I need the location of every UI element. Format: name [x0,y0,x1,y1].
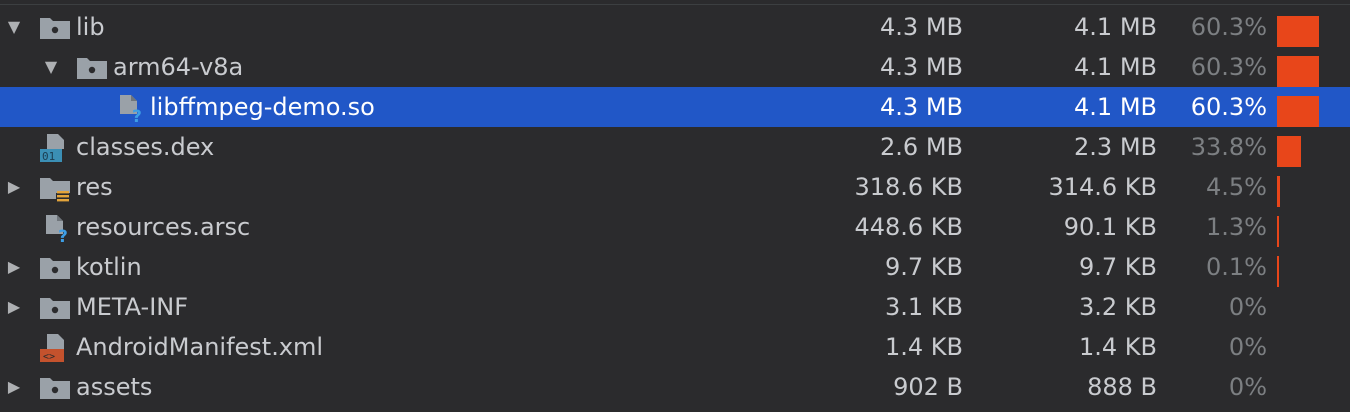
expand-arrow-icon[interactable]: ▼ [7,17,21,36]
unknown-file-icon: ? [38,214,72,242]
svg-text:?: ? [58,227,68,242]
tree-row[interactable]: ▶ assets 902 B 888 B 0% [0,367,1350,407]
file-name: kotlin [76,253,142,281]
file-name: resources.arsc [76,213,251,241]
file-name: AndroidManifest.xml [76,333,324,361]
raw-size: 1.4 KB [885,333,963,361]
size-percentage: 0% [1228,293,1267,321]
file-name: libffmpeg-demo.so [150,93,375,121]
resource-folder-icon [38,174,72,202]
raw-size: 4.3 MB [880,53,963,81]
download-size: 4.1 MB [1074,53,1157,81]
tree-row[interactable]: <> AndroidManifest.xml 1.4 KB 1.4 KB 0% [0,327,1350,367]
size-percentage: 0% [1228,373,1267,401]
size-bar [1277,176,1281,207]
download-size: 1.4 KB [1079,333,1157,361]
file-name: res [76,173,113,201]
size-percentage: 4.5% [1206,173,1267,201]
download-size: 9.7 KB [1079,253,1157,281]
size-bar [1277,96,1319,127]
file-name: arm64-v8a [113,53,244,81]
folder-icon [75,54,109,82]
download-size: 2.3 MB [1074,133,1157,161]
top-divider [0,4,1350,5]
size-bar [1277,256,1279,287]
raw-size: 3.1 KB [885,293,963,321]
size-percentage: 0.1% [1206,253,1267,281]
size-percentage: 33.8% [1190,133,1267,161]
file-name: classes.dex [76,133,215,161]
folder-icon [38,254,72,282]
collapse-arrow-icon[interactable]: ▶ [7,177,21,196]
tree-row[interactable]: ? libffmpeg-demo.so 4.3 MB 4.1 MB 60.3% [0,87,1350,127]
folder-icon [38,294,72,322]
download-size: 888 B [1087,373,1157,401]
download-size: 4.1 MB [1074,13,1157,41]
dex-file-icon: 01 [38,134,72,162]
file-name: META-INF [76,293,189,321]
raw-size: 902 B [893,373,963,401]
tree-row[interactable]: ? resources.arsc 448.6 KB 90.1 KB 1.3% [0,207,1350,247]
file-name: assets [76,373,153,401]
raw-size: 448.6 KB [854,213,963,241]
tree-row[interactable]: ▶ META-INF 3.1 KB 3.2 KB 0% [0,287,1350,327]
size-percentage: 0% [1228,333,1267,361]
tree-row[interactable]: ▶ res 318.6 KB 314.6 KB 4.5% [0,167,1350,207]
size-bar [1277,136,1301,167]
size-bar [1277,16,1319,47]
expand-arrow-icon[interactable]: ▼ [44,57,58,76]
raw-size: 318.6 KB [854,173,963,201]
xml-file-icon: <> [38,334,72,362]
download-size: 3.2 KB [1079,293,1157,321]
raw-size: 9.7 KB [885,253,963,281]
download-size: 4.1 MB [1074,93,1157,121]
download-size: 314.6 KB [1048,173,1157,201]
raw-size: 2.6 MB [880,133,963,161]
collapse-arrow-icon[interactable]: ▶ [7,297,21,316]
download-size: 90.1 KB [1063,213,1157,241]
svg-text:?: ? [132,107,142,122]
raw-size: 4.3 MB [880,93,963,121]
collapse-arrow-icon[interactable]: ▶ [7,377,21,396]
file-name: lib [76,13,105,41]
folder-icon [38,14,72,42]
svg-text:<>: <> [43,352,55,363]
collapse-arrow-icon[interactable]: ▶ [7,257,21,276]
folder-icon [38,374,72,402]
raw-size: 4.3 MB [880,13,963,41]
size-percentage: 60.3% [1190,93,1267,121]
size-percentage: 60.3% [1190,13,1267,41]
svg-text:01: 01 [42,150,55,162]
size-bar [1277,216,1279,247]
size-bar [1277,56,1319,87]
size-percentage: 1.3% [1206,213,1267,241]
tree-row[interactable]: 01 classes.dex 2.6 MB 2.3 MB 33.8% [0,127,1350,167]
tree-row[interactable]: ▶ kotlin 9.7 KB 9.7 KB 0.1% [0,247,1350,287]
tree-row[interactable]: ▼ lib 4.3 MB 4.1 MB 60.3% [0,7,1350,47]
tree-row[interactable]: ▼ arm64-v8a 4.3 MB 4.1 MB 60.3% [0,47,1350,87]
size-percentage: 60.3% [1190,53,1267,81]
unknown-file-icon: ? [112,94,146,122]
